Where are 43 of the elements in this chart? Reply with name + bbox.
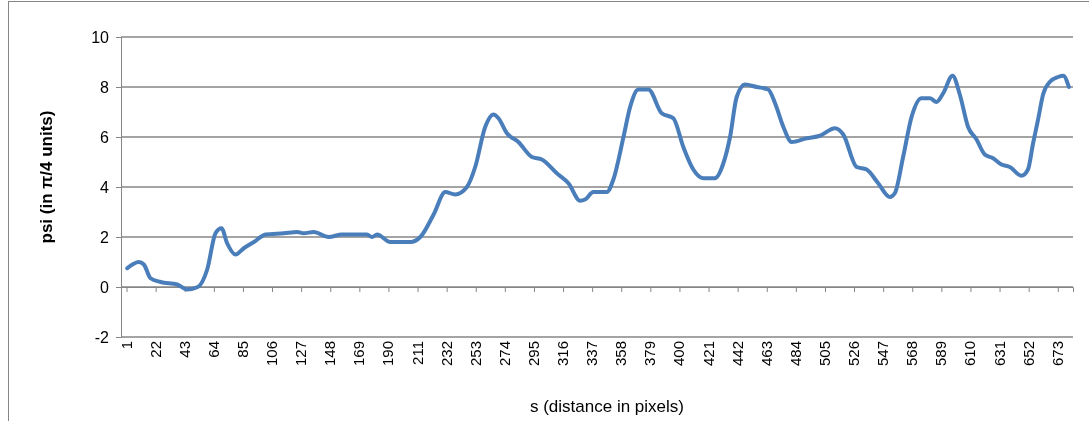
y-tick-label: 6 <box>100 128 110 146</box>
x-tick-label: 169 <box>350 341 368 367</box>
x-tick-label: 274 <box>495 341 513 367</box>
x-tick-label: 652 <box>1019 341 1037 367</box>
x-tick-label: 631 <box>990 341 1008 367</box>
y-tick-label: 0 <box>100 278 110 296</box>
x-tick-label: 463 <box>757 341 775 367</box>
x-tick-label: 610 <box>961 341 979 367</box>
x-tick-label: 64 <box>204 341 222 358</box>
x-tick-label: 568 <box>903 341 921 367</box>
x-tick-label: 43 <box>175 341 193 358</box>
x-tick-label: 211 <box>408 341 426 365</box>
x-tick-label: 1 <box>117 341 135 350</box>
y-tick-label: 4 <box>100 178 110 196</box>
x-axis-title: s (distance in pixels) <box>529 397 685 416</box>
x-tick-label: 400 <box>670 341 688 367</box>
x-tick-label: 589 <box>932 341 950 367</box>
x-tick-label: 526 <box>845 341 863 367</box>
x-tick-label: 253 <box>466 341 484 367</box>
x-tick-label: 421 <box>699 341 717 367</box>
x-tick-label: 22 <box>146 341 164 358</box>
x-tick-label: 316 <box>554 341 572 367</box>
y-tick-label: 10 <box>91 28 110 46</box>
x-tick-label: 442 <box>728 341 746 367</box>
x-tick-label: 127 <box>292 341 310 367</box>
x-tick-label: 106 <box>263 341 281 367</box>
x-tick-label: 358 <box>612 341 630 367</box>
x-tick-label: 379 <box>641 341 659 367</box>
line-series <box>125 73 1071 292</box>
x-tick-label: 484 <box>786 341 804 367</box>
y-tick-label: 2 <box>100 228 110 246</box>
y-tick-label: 8 <box>100 78 110 96</box>
x-tick-label: 190 <box>379 341 397 367</box>
y-axis-title: psi (in π/4 units) <box>37 110 56 244</box>
y-tick-label: -2 <box>94 328 110 346</box>
x-tick-label: 85 <box>233 341 251 358</box>
x-tick-label: 232 <box>437 341 455 367</box>
x-tick-label: 505 <box>815 341 833 367</box>
x-tick-label: 547 <box>874 341 892 367</box>
x-tick-label: 673 <box>1048 341 1066 367</box>
x-tick-label: 337 <box>583 341 601 367</box>
x-tick-label: 295 <box>524 341 542 367</box>
x-tick-label: 148 <box>321 341 339 367</box>
